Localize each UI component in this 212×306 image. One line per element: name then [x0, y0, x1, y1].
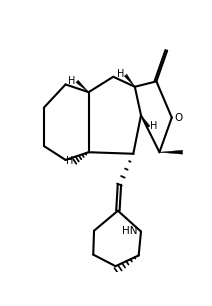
Text: HN: HN — [122, 226, 138, 236]
Text: H: H — [66, 156, 73, 166]
Polygon shape — [159, 150, 183, 154]
Polygon shape — [141, 115, 150, 128]
Text: H: H — [117, 69, 124, 80]
Polygon shape — [76, 80, 89, 92]
Text: O: O — [174, 113, 182, 123]
Text: H: H — [150, 121, 158, 131]
Text: H: H — [68, 76, 75, 86]
Polygon shape — [124, 74, 135, 87]
